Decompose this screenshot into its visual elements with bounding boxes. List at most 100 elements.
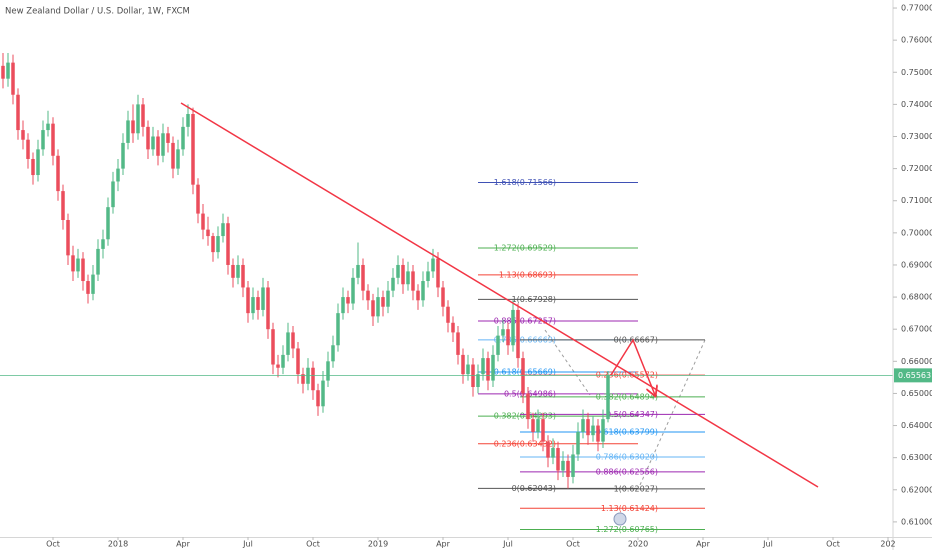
candle-body [601, 419, 605, 442]
candle-body [576, 431, 580, 455]
fib-label: 0.886(0.67257) [494, 316, 556, 325]
y-tick-label: 0.75000 [901, 68, 932, 77]
candle-body [431, 258, 435, 272]
x-tick-label: 2020 [628, 540, 648, 549]
candle-body [266, 287, 270, 330]
candle-body [421, 281, 425, 301]
x-tick-label: Jul [502, 540, 513, 549]
candle-body [411, 271, 415, 291]
candle-body [536, 419, 540, 432]
candle-body [111, 181, 115, 208]
candle-body [341, 297, 345, 314]
candle-body [391, 277, 395, 291]
candle-body [526, 393, 530, 420]
candle-body [61, 191, 65, 221]
candle-body [231, 264, 235, 278]
x-tick-label: 2019 [368, 540, 388, 549]
candle-body [241, 264, 245, 288]
candle-body [356, 264, 360, 278]
candle-body [396, 264, 400, 278]
candle-body [91, 274, 95, 294]
candle-body [171, 142, 175, 169]
candle-body [306, 367, 310, 384]
candle-body [381, 297, 385, 307]
fib-label: 0.5(0.64986) [504, 389, 556, 398]
y-tick-label: 0.74000 [901, 100, 932, 109]
candle-body [416, 290, 420, 301]
fib-label: 1.13(0.61424) [601, 504, 658, 513]
candle-body [301, 374, 305, 384]
event-icon [613, 512, 627, 526]
y-tick-label: 0.68000 [901, 293, 932, 302]
candle-body [96, 248, 100, 275]
candle-body [486, 358, 490, 381]
candle-body [461, 354, 465, 375]
candle-body [496, 335, 500, 355]
candle-body [481, 358, 485, 375]
candle-body [146, 126, 150, 150]
candle-body [191, 114, 195, 185]
y-tick-label: 0.70000 [901, 228, 932, 237]
candle-body [511, 309, 515, 346]
candle-body [86, 281, 90, 294]
candle-body [596, 425, 600, 442]
candle-body [181, 126, 185, 150]
x-tick-label: Apr [696, 540, 711, 549]
candle-body [476, 374, 480, 388]
x-tick-label: Oct [46, 540, 60, 549]
candle-body [196, 184, 200, 214]
candle-body [6, 62, 10, 79]
candle-body [451, 322, 455, 333]
y-tick-label: 0.69000 [901, 260, 932, 269]
fib-label: 0.618(0.63799) [596, 428, 658, 437]
fib-label: 0.236(0.63432) [494, 439, 556, 448]
candle-body [346, 297, 350, 304]
candle-body [591, 425, 595, 436]
fib-label: 0.886(0.62556) [596, 467, 658, 476]
candle-body [251, 297, 255, 314]
candle-body [521, 358, 525, 394]
candle-body [16, 94, 20, 131]
candle-body [131, 120, 135, 134]
candle-body [441, 287, 445, 307]
candle-body [151, 136, 155, 150]
candle-body [406, 271, 410, 285]
y-tick-label: 0.63000 [901, 453, 932, 462]
candle-body [216, 236, 220, 253]
candle-body [426, 271, 430, 282]
x-tick-label: Oct [306, 540, 320, 549]
candle-body [21, 130, 25, 140]
candle-body [281, 354, 285, 368]
fib-label: 1(0.62027) [614, 484, 658, 493]
candle-body [606, 375, 610, 420]
projection-dash [544, 329, 591, 396]
plot-area: 1.618(0.71566) 1.272(0.69529) 1.13(0.68693… [0, 52, 893, 534]
y-tick-label: 0.61000 [901, 517, 932, 526]
candle-body [226, 223, 230, 265]
candle-body [466, 364, 470, 375]
candle-body [581, 419, 585, 432]
candle-body [556, 448, 560, 471]
y-tick-label: 0.67000 [901, 325, 932, 334]
last-price-badge [894, 368, 932, 383]
candle-body [26, 139, 30, 159]
x-tick-label: 2018 [108, 540, 128, 549]
x-tick-label: 202 [880, 540, 895, 549]
candle-body [361, 264, 365, 291]
candle-body [366, 290, 370, 301]
candle-body [376, 297, 380, 317]
candle-body [291, 332, 295, 349]
candle-body [316, 390, 320, 407]
candle-body [201, 213, 205, 230]
fib-label: 1.13(0.68693) [499, 270, 556, 279]
candle-body [386, 290, 390, 307]
candle-body [326, 361, 330, 381]
fib-label: 0.5(0.64347) [606, 410, 658, 419]
chart-title: New Zealand Dollar / U.S. Dollar, 1W, FX… [5, 7, 190, 17]
y-tick-label: 0.66000 [901, 357, 932, 366]
candle-body [546, 441, 550, 458]
candle-body [221, 223, 225, 237]
candle-body [501, 329, 505, 336]
candle-body [71, 255, 75, 272]
